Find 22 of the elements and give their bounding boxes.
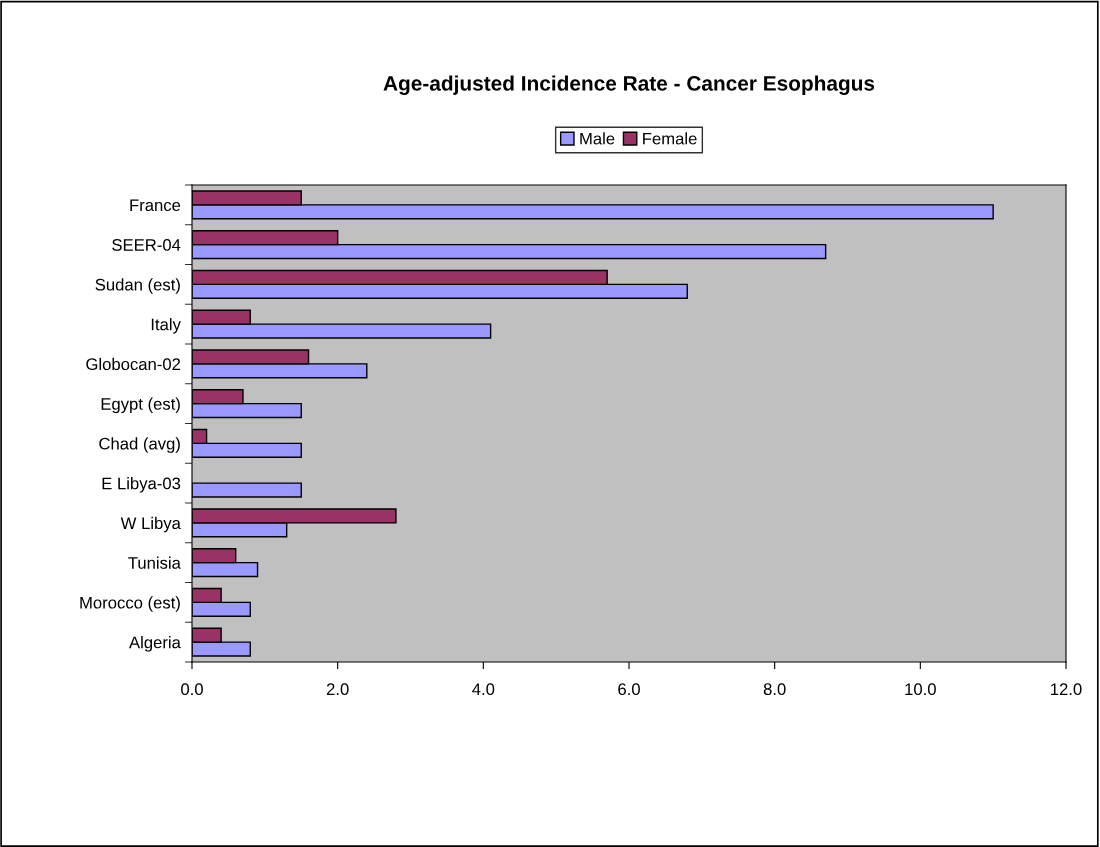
y-tick-label: W Libya	[120, 516, 181, 533]
y-tick-label: Chad (avg)	[99, 437, 180, 453]
x-tick-label: 6.0	[618, 683, 640, 696]
x-tick-label: 2.0	[326, 683, 349, 696]
y-tick-label: SEER-04	[112, 239, 181, 251]
y-tick-label: Globocan-02	[86, 357, 181, 371]
y-tick-label: Algeria	[129, 636, 181, 652]
y-tick-label: Morocco (est)	[80, 596, 180, 612]
y-tick-label: E Libya-03	[102, 477, 181, 493]
x-tick-label: 10.0	[905, 683, 936, 696]
x-tick-label: 12.0	[1051, 683, 1082, 696]
x-tick-label: 0.0	[181, 683, 203, 696]
y-tick-label: France	[130, 199, 181, 212]
x-tick-label: 8.0	[763, 683, 786, 696]
y-tick-label: Tunisia	[128, 556, 181, 569]
x-tick-label: 4.0	[472, 683, 495, 696]
legend-label: Female	[643, 132, 697, 145]
y-tick-label: Sudan (est)	[95, 278, 180, 294]
chart-title: Age-adjusted Incidence Rate - Cancer Esophagus	[383, 75, 875, 95]
legend-label: Male	[580, 132, 615, 145]
y-tick-label: Italy	[151, 318, 181, 334]
y-tick-label: Egypt (est)	[101, 397, 180, 414]
